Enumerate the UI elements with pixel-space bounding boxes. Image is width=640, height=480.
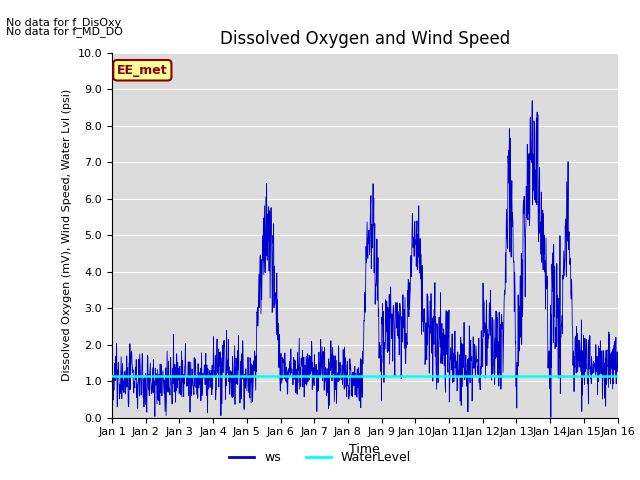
ws bbox=[554, 372, 562, 377]
Title: Dissolved Oxygen and Wind Speed: Dissolved Oxygen and Wind Speed bbox=[220, 30, 510, 48]
ws bbox=[277, 350, 285, 356]
ws bbox=[208, 362, 216, 368]
ws bbox=[221, 337, 228, 343]
Line: ws: ws bbox=[112, 101, 618, 417]
X-axis label: Time: Time bbox=[349, 443, 380, 456]
ws bbox=[547, 414, 555, 420]
ws bbox=[108, 369, 116, 374]
Text: No data for f_DisOxy: No data for f_DisOxy bbox=[6, 17, 122, 28]
ws bbox=[529, 98, 536, 104]
ws bbox=[443, 351, 451, 357]
ws bbox=[509, 220, 516, 226]
Text: No data for f_MD_DO: No data for f_MD_DO bbox=[6, 26, 124, 37]
Y-axis label: Dissolved Oxygen (mV), Wind Speed, Water Lvl (psi): Dissolved Oxygen (mV), Wind Speed, Water… bbox=[62, 89, 72, 381]
ws bbox=[614, 369, 621, 374]
Text: EE_met: EE_met bbox=[117, 64, 168, 77]
Legend: ws, WaterLevel: ws, WaterLevel bbox=[224, 446, 416, 469]
WaterLevel bbox=[142, 373, 150, 379]
WaterLevel bbox=[108, 373, 116, 379]
